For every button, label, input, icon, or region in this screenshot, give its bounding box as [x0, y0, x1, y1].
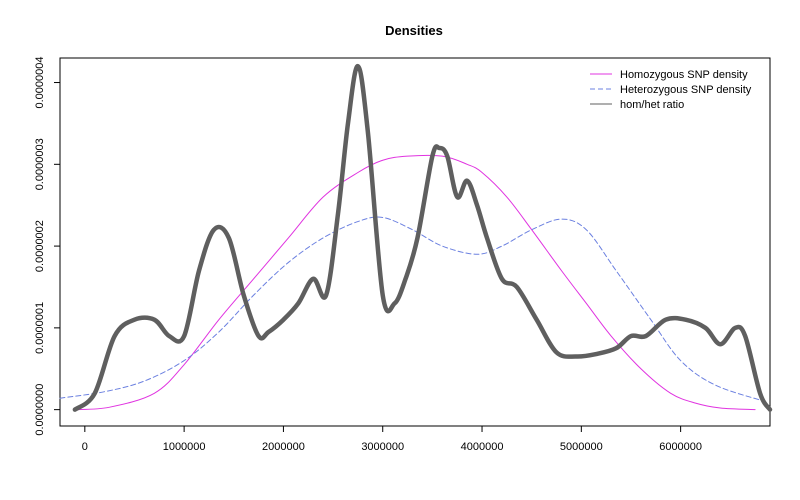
chart-title: Densities: [385, 23, 443, 38]
x-tick-label: 1000000: [163, 441, 206, 453]
legend-label-hom-het-ratio: hom/het ratio: [620, 99, 684, 111]
series-line-heterozygous-snp-density: [59, 216, 766, 402]
y-axis: 0.0000000 0.0000001 0.0000002 0.0000003 0.00…: [34, 57, 60, 436]
x-tick-label: 4000000: [461, 441, 504, 453]
y-tick-label: 0.0000003: [34, 138, 46, 190]
y-tick-label: 0.0000004: [34, 57, 46, 109]
y-tick-label: 0.0000001: [34, 302, 46, 354]
y-tick-label: 0.0000000: [34, 384, 46, 436]
x-tick-label: 5000000: [560, 441, 603, 453]
legend-label-homozygous-snp-density: Homozygous SNP density: [620, 69, 748, 81]
x-tick-label: 3000000: [361, 441, 404, 453]
x-tick-label: 0: [82, 441, 88, 453]
x-axis: 0 1000000 2000000 3000000 4000000 5000000 6000…: [82, 426, 702, 453]
legend-label-heterozygous-snp-density: Heterozygous SNP density: [620, 84, 752, 96]
series-line-homozygous-snp-density: [74, 154, 756, 411]
series-line-hom-het-ratio: [72, 63, 773, 412]
plot-area: [59, 57, 771, 427]
y-tick-label: 0.0000002: [34, 220, 46, 272]
x-tick-label: 2000000: [262, 441, 305, 453]
legend: Homozygous SNP density Heterozygous SNP d…: [590, 69, 752, 111]
x-tick-label: 6000000: [659, 441, 702, 453]
series-layer: [59, 63, 773, 412]
